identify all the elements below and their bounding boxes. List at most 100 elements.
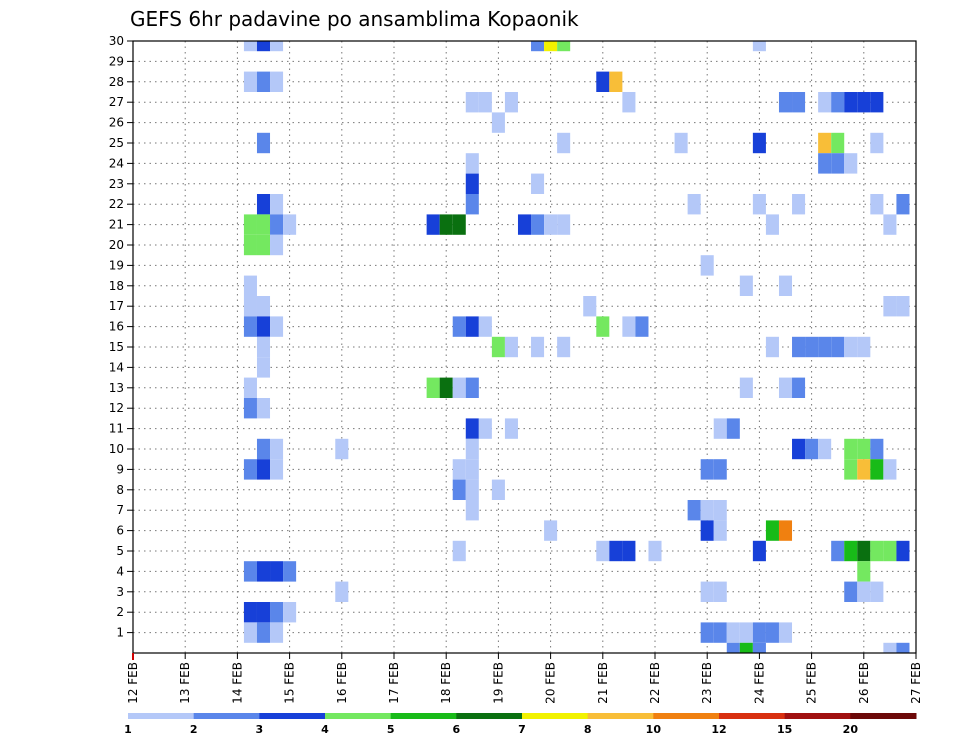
y-tick-label: 22 xyxy=(109,197,124,211)
precip-cell xyxy=(792,438,806,460)
precip-cell xyxy=(243,622,257,643)
legend-label: 2 xyxy=(190,723,198,736)
precip-cell xyxy=(752,540,766,562)
precip-cell xyxy=(778,377,793,398)
precip-cell xyxy=(596,540,610,562)
precip-cell xyxy=(256,438,271,460)
precip-cell xyxy=(752,622,766,643)
precip-cell xyxy=(256,194,271,215)
y-tick-label: 26 xyxy=(109,116,124,130)
precip-cell xyxy=(491,336,505,358)
precip-cell xyxy=(256,336,271,358)
precip-cell xyxy=(270,622,284,643)
precip-cell xyxy=(857,581,871,602)
precip-cell xyxy=(256,602,271,623)
precip-cell xyxy=(452,214,466,235)
precip-cell xyxy=(805,336,819,358)
precip-cell xyxy=(844,438,858,460)
x-tick-label: 14 FEB xyxy=(230,662,244,704)
precip-cell xyxy=(465,479,479,500)
precip-cell xyxy=(557,336,571,358)
precip-cell xyxy=(726,642,740,653)
precip-cell xyxy=(883,296,897,317)
precip-cell xyxy=(870,540,884,562)
precip-cell xyxy=(700,459,714,480)
precip-cell xyxy=(752,41,766,52)
precip-cell xyxy=(896,540,910,562)
precip-cell xyxy=(883,540,897,562)
precip-cell xyxy=(778,92,793,113)
precip-cell xyxy=(687,194,701,215)
precip-cell xyxy=(452,540,466,562)
precip-cell xyxy=(844,540,858,562)
precip-cell xyxy=(713,500,727,521)
precip-cell xyxy=(256,41,271,52)
precip-cell xyxy=(792,194,806,215)
precip-cell xyxy=(243,398,257,419)
precip-cell xyxy=(557,41,571,52)
precip-cell xyxy=(256,561,271,582)
y-tick-label: 11 xyxy=(109,422,124,436)
precip-cell xyxy=(256,398,271,419)
color-legend: 1 2 3 4 5 6 7 8 10 12 15 20 xyxy=(124,713,917,736)
y-tick-label: 18 xyxy=(109,279,124,293)
precip-cell xyxy=(752,642,766,653)
x-tick-label: 18 FEB xyxy=(439,662,453,704)
precip-cell xyxy=(243,296,257,317)
precip-cell xyxy=(243,561,257,582)
precip-cell xyxy=(465,316,479,337)
precip-cell xyxy=(465,194,479,215)
precip-cell xyxy=(452,459,466,480)
precip-cell xyxy=(792,92,806,113)
precip-cell xyxy=(596,71,610,92)
legend-label: 12 xyxy=(711,723,726,736)
legend-swatch xyxy=(784,713,851,719)
legend-label: 20 xyxy=(843,723,859,736)
x-tick-label: 23 FEB xyxy=(700,662,714,704)
x-tick-label: 27 FEB xyxy=(909,662,923,704)
y-tick-label: 24 xyxy=(109,156,124,170)
precip-cell xyxy=(256,357,271,378)
precip-cell xyxy=(700,500,714,521)
precip-cell xyxy=(857,438,871,460)
precip-cell xyxy=(478,316,492,337)
precip-cell xyxy=(517,214,532,235)
precip-cell xyxy=(870,92,884,113)
precip-cell xyxy=(452,377,466,398)
precip-cell xyxy=(544,214,558,235)
precip-cell xyxy=(857,92,871,113)
precip-cell xyxy=(243,275,257,296)
legend-swatch xyxy=(390,713,457,719)
precip-cell xyxy=(700,581,714,602)
legend-label: 8 xyxy=(584,723,592,736)
precip-cell xyxy=(844,459,858,480)
x-tick-label: 21 FEB xyxy=(596,662,610,704)
x-tick-label: 19 FEB xyxy=(491,662,505,704)
precip-cell xyxy=(439,214,453,235)
precip-cell xyxy=(726,622,740,643)
precip-cell xyxy=(648,540,662,562)
precip-cell xyxy=(256,234,271,256)
legend-label: 7 xyxy=(518,723,526,736)
precip-cell xyxy=(465,500,479,521)
precip-cell xyxy=(739,275,753,296)
precip-cell xyxy=(243,459,257,480)
y-tick-label: 30 xyxy=(109,34,124,48)
precip-cell xyxy=(778,520,793,541)
legend-swatch xyxy=(193,713,260,719)
legend-label: 6 xyxy=(453,723,461,736)
precip-cell xyxy=(531,214,545,235)
y-tick-label: 4 xyxy=(116,564,124,578)
precip-cell xyxy=(504,92,518,113)
precip-cell xyxy=(465,418,479,439)
x-tick-label: 26 FEB xyxy=(857,662,871,704)
y-tick-label: 10 xyxy=(109,442,124,456)
precip-cell xyxy=(726,418,740,439)
legend-swatch xyxy=(719,713,786,719)
precip-cell xyxy=(831,336,845,358)
precip-cell xyxy=(270,71,284,92)
y-axis-ticks: 1234567891011121314151617181920212223242… xyxy=(109,34,133,640)
precip-cell xyxy=(335,438,349,460)
precip-cell xyxy=(622,316,636,337)
precip-cell xyxy=(883,214,897,235)
